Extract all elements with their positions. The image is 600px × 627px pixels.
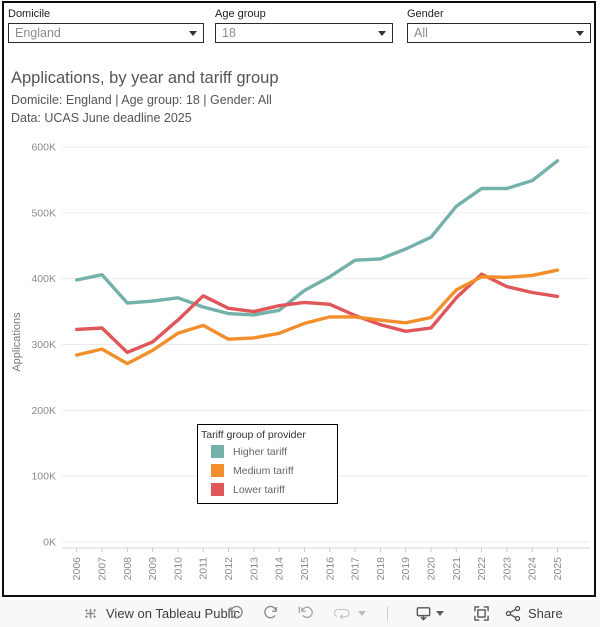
x-tick-label: 2022: [476, 557, 488, 581]
legend-label: Medium tariff: [233, 464, 294, 477]
x-tick-label: 2024: [527, 557, 539, 581]
x-tick-label: 2021: [451, 557, 463, 581]
reset-icon: [298, 606, 313, 619]
series-line-lower-tariff[interactable]: [74, 272, 560, 355]
x-tick-label: 2018: [375, 557, 387, 581]
undo-button[interactable]: [228, 600, 245, 627]
x-tick-label: 2023: [501, 557, 513, 581]
redo-button[interactable]: [262, 600, 279, 627]
chart-data-source: Data: UCAS June deadline 2025: [11, 111, 192, 125]
tableau-logo-icon: [85, 608, 96, 619]
legend-title: Tariff group of provider: [201, 429, 306, 441]
y-tick-label: 500K: [31, 207, 56, 219]
chevron-down-icon: [378, 30, 386, 36]
x-tick-label: 2025: [552, 557, 564, 581]
x-tick-label: 2011: [198, 557, 210, 580]
legend-label: Higher tariff: [233, 445, 288, 458]
legend-item-higher-tariff[interactable]: Higher tariff: [211, 445, 337, 458]
y-tick-label: 300K: [31, 339, 56, 351]
filter-gender-dropdown[interactable]: All: [407, 23, 591, 43]
chart-subtitle: Domicile: England | Age group: 18 | Gend…: [11, 93, 272, 107]
filter-domicile-label: Domicile: [8, 8, 51, 20]
x-tick-label: 2013: [248, 557, 260, 581]
filter-age-group-dropdown[interactable]: 18: [215, 23, 393, 43]
share-icon: [505, 605, 521, 622]
y-tick-label: 200K: [31, 405, 56, 417]
legend-item-lower-tariff[interactable]: Lower tariff: [211, 483, 337, 496]
reset-button[interactable]: [297, 600, 314, 627]
tableau-viz-frame: Domicile England Age group 18 Gender All…: [2, 1, 596, 597]
filter-age-group: Age group 18: [215, 8, 393, 43]
x-tick-label: 2006: [71, 557, 83, 581]
filter-domicile-dropdown[interactable]: England: [8, 23, 204, 43]
series-line-higher-tariff[interactable]: [74, 159, 560, 317]
filter-gender-label: Gender: [407, 8, 444, 20]
filter-domicile-value: England: [15, 26, 61, 40]
toolbar-divider: [387, 606, 388, 621]
series-line-medium-tariff[interactable]: [74, 268, 560, 366]
chart-legend: Tariff group of provider Higher tariff M…: [197, 424, 338, 504]
x-tick-label: 2017: [350, 557, 362, 581]
higher-tariff-swatch-icon: [211, 445, 224, 458]
medium-tariff-swatch-icon: [211, 464, 224, 477]
x-tick-label: 2012: [223, 557, 235, 581]
x-tick-label: 2008: [122, 557, 134, 581]
x-tick-label: 2016: [324, 557, 336, 581]
download-button[interactable]: [415, 600, 432, 627]
filter-age-group-value: 18: [222, 26, 236, 40]
y-tick-label: 600K: [31, 142, 56, 154]
x-tick-label: 2009: [147, 557, 159, 581]
chevron-down-icon: [358, 611, 366, 616]
chevron-down-icon: [576, 30, 584, 36]
x-tick-label: 2020: [425, 557, 437, 581]
filter-age-group-label: Age group: [215, 8, 266, 20]
refresh-button[interactable]: [333, 600, 351, 627]
view-on-tableau-public-button[interactable]: View on Tableau Public: [83, 600, 240, 627]
download-icon: [416, 607, 431, 621]
refresh-icon: [333, 608, 350, 620]
y-tick-label: 400K: [31, 273, 56, 285]
legend-item-medium-tariff[interactable]: Medium tariff: [211, 464, 337, 477]
share-button[interactable]: Share: [505, 600, 563, 627]
lower-tariff-swatch-icon: [211, 483, 224, 496]
filter-gender: Gender All: [407, 8, 591, 43]
fullscreen-button[interactable]: [473, 600, 490, 627]
filter-domicile: Domicile England: [8, 8, 204, 43]
page-title: Applications, by year and tariff group: [11, 69, 279, 87]
refresh-menu-button[interactable]: [358, 600, 366, 627]
y-tick-label: 0K: [43, 537, 56, 549]
download-menu-button[interactable]: [436, 600, 444, 627]
x-tick-label: 2019: [400, 557, 412, 581]
share-label: Share: [528, 606, 563, 621]
x-tick-label: 2007: [97, 557, 109, 581]
tableau-toolbar: View on Tableau Public: [0, 600, 600, 627]
filter-gender-value: All: [414, 26, 428, 40]
applications-line-chart[interactable]: 0K 100K 200K 300K 400K 500K 600K Applications 20…: [4, 130, 594, 595]
y-tick-label: 100K: [31, 471, 56, 483]
redo-icon: [264, 605, 277, 619]
fullscreen-icon: [474, 606, 489, 621]
legend-label: Lower tariff: [233, 483, 285, 496]
x-tick-label: 2015: [299, 557, 311, 581]
x-tick-label: 2010: [172, 557, 184, 581]
view-on-tableau-public-label: View on Tableau Public: [106, 606, 240, 621]
chevron-down-icon: [436, 611, 444, 616]
y-axis-title: Applications: [11, 312, 23, 372]
chevron-down-icon: [189, 30, 197, 36]
undo-icon: [230, 605, 243, 619]
x-tick-label: 2014: [274, 557, 286, 581]
